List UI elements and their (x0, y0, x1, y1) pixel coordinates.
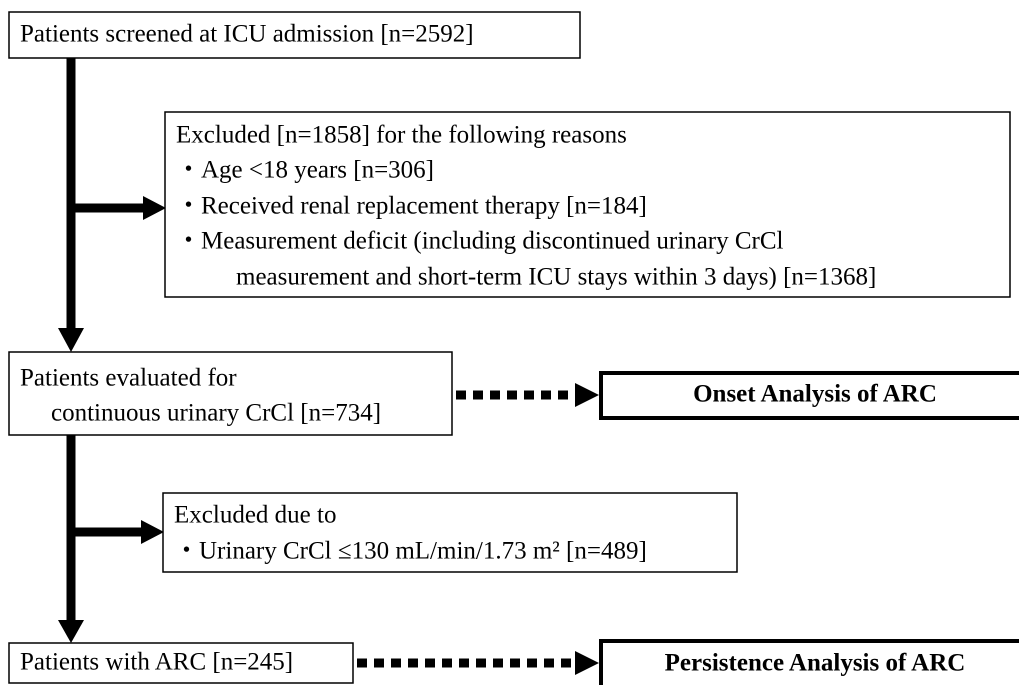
node-text: ・Urinary CrCl ≤130 mL/min/1.73 m² [n=489… (174, 538, 647, 565)
node-text: measurement and short-term ICU stays wit… (236, 264, 876, 291)
arrowhead (58, 620, 84, 643)
box (599, 639, 1019, 685)
node-text: ・Age <18 years [n=306] (176, 157, 434, 184)
box (8, 351, 453, 436)
node-text: Patients screened at ICU admission [n=25… (20, 21, 474, 48)
box (164, 111, 1011, 298)
node-text: Onset Analysis of ARC (693, 381, 937, 408)
node-text: continuous urinary CrCl [n=734] (51, 400, 381, 427)
arrowhead (575, 383, 599, 407)
arrowhead (143, 196, 166, 220)
box (599, 371, 1019, 420)
arrowhead (141, 520, 164, 544)
box (8, 11, 581, 59)
node-text: Patients with ARC [n=245] (20, 649, 293, 676)
node-text: ・Received renal replacement therapy [n=1… (176, 193, 647, 220)
node-text: ・Measurement deficit (including disconti… (176, 228, 784, 255)
box (162, 492, 738, 573)
node-text: Persistence Analysis of ARC (665, 650, 966, 677)
arrowhead (58, 328, 84, 352)
arrowhead (575, 651, 599, 675)
node-text: Excluded due to (174, 502, 336, 529)
node-text: Patients evaluated for (20, 365, 237, 392)
box (8, 642, 354, 684)
node-text: Excluded [n=1858] for the following reas… (176, 122, 627, 149)
